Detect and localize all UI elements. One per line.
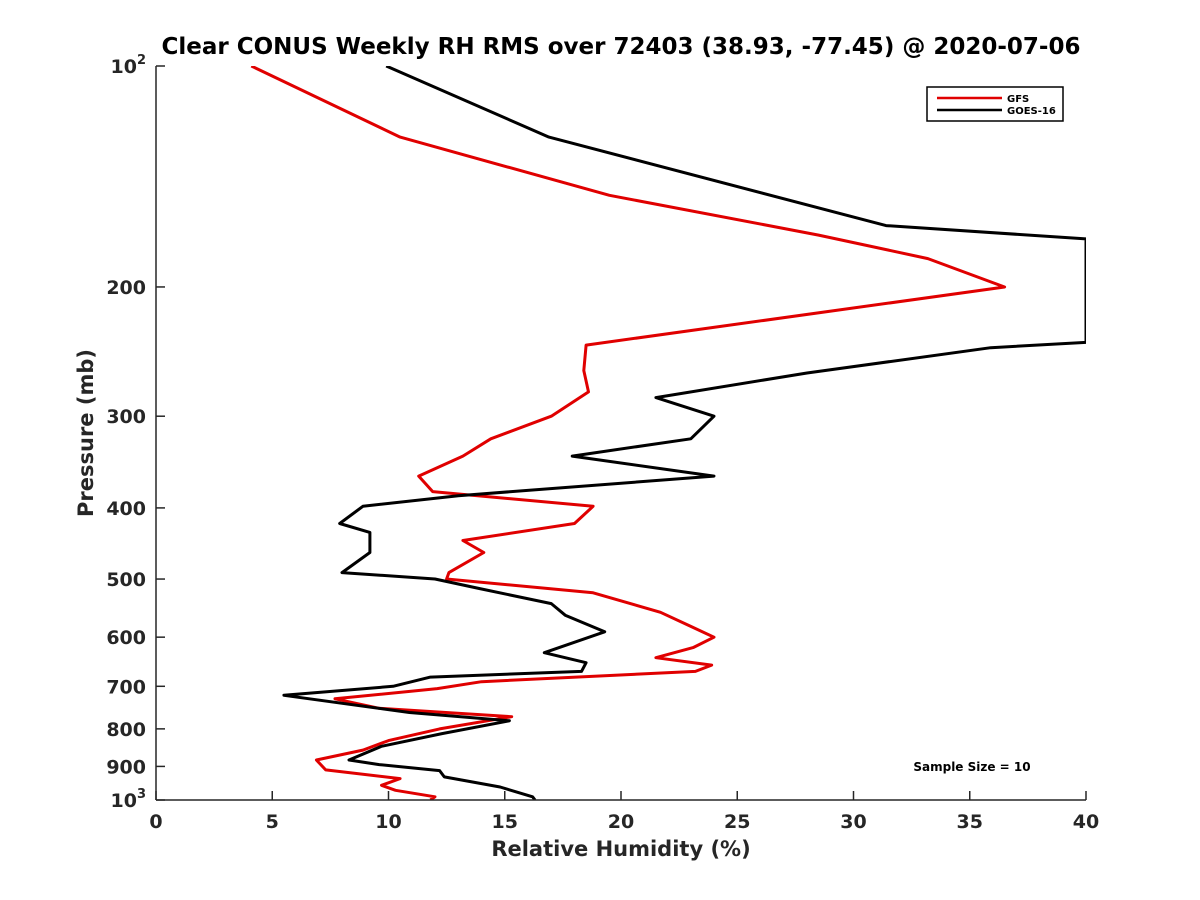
x-tick-label: 35	[957, 811, 983, 833]
x-tick-label: 15	[492, 811, 518, 833]
x-tick-label: 25	[724, 811, 750, 833]
chart-title: Clear CONUS Weekly RH RMS over 72403 (38…	[162, 34, 1081, 60]
x-tick-label: 40	[1073, 811, 1099, 833]
y-tick-label: 800	[106, 719, 146, 741]
sample-size-annotation: Sample Size = 10	[913, 760, 1030, 774]
y-axis-label: Pressure (mb)	[74, 349, 98, 517]
axes	[155, 66, 1086, 801]
x-tick-label: 30	[840, 811, 866, 833]
y-tick-label: 700	[106, 676, 146, 698]
legend-box	[926, 86, 1064, 122]
x-ticks: 0 5 10 15 20 25 30 35 40	[149, 791, 1099, 833]
x-axis-label: Relative Humidity (%)	[491, 837, 750, 861]
y-tick-label: 102	[111, 53, 147, 78]
y-tick-label: 300	[106, 406, 146, 428]
legend-label: GFS	[1007, 94, 1029, 105]
y-tick-label: 200	[106, 277, 146, 299]
x-tick-label: 0	[149, 811, 162, 833]
y-tick-label: 400	[106, 498, 146, 520]
y-tick-label: 900	[106, 756, 146, 778]
legend-label: GOES-16	[1007, 106, 1056, 117]
y-tick-label: 500	[106, 569, 146, 591]
y-tick-label: 103	[111, 787, 147, 812]
series-line-goes-16	[282, 66, 1086, 800]
y-tick-label: 600	[106, 627, 146, 649]
y-ticks: 102 200 300 400 500 600 700 800 900 103	[106, 53, 165, 812]
x-tick-label: 10	[375, 811, 401, 833]
series-line-gfs	[250, 66, 1007, 800]
x-tick-label: 5	[266, 811, 279, 833]
x-tick-label: 20	[608, 811, 634, 833]
series-layer	[250, 66, 1086, 800]
